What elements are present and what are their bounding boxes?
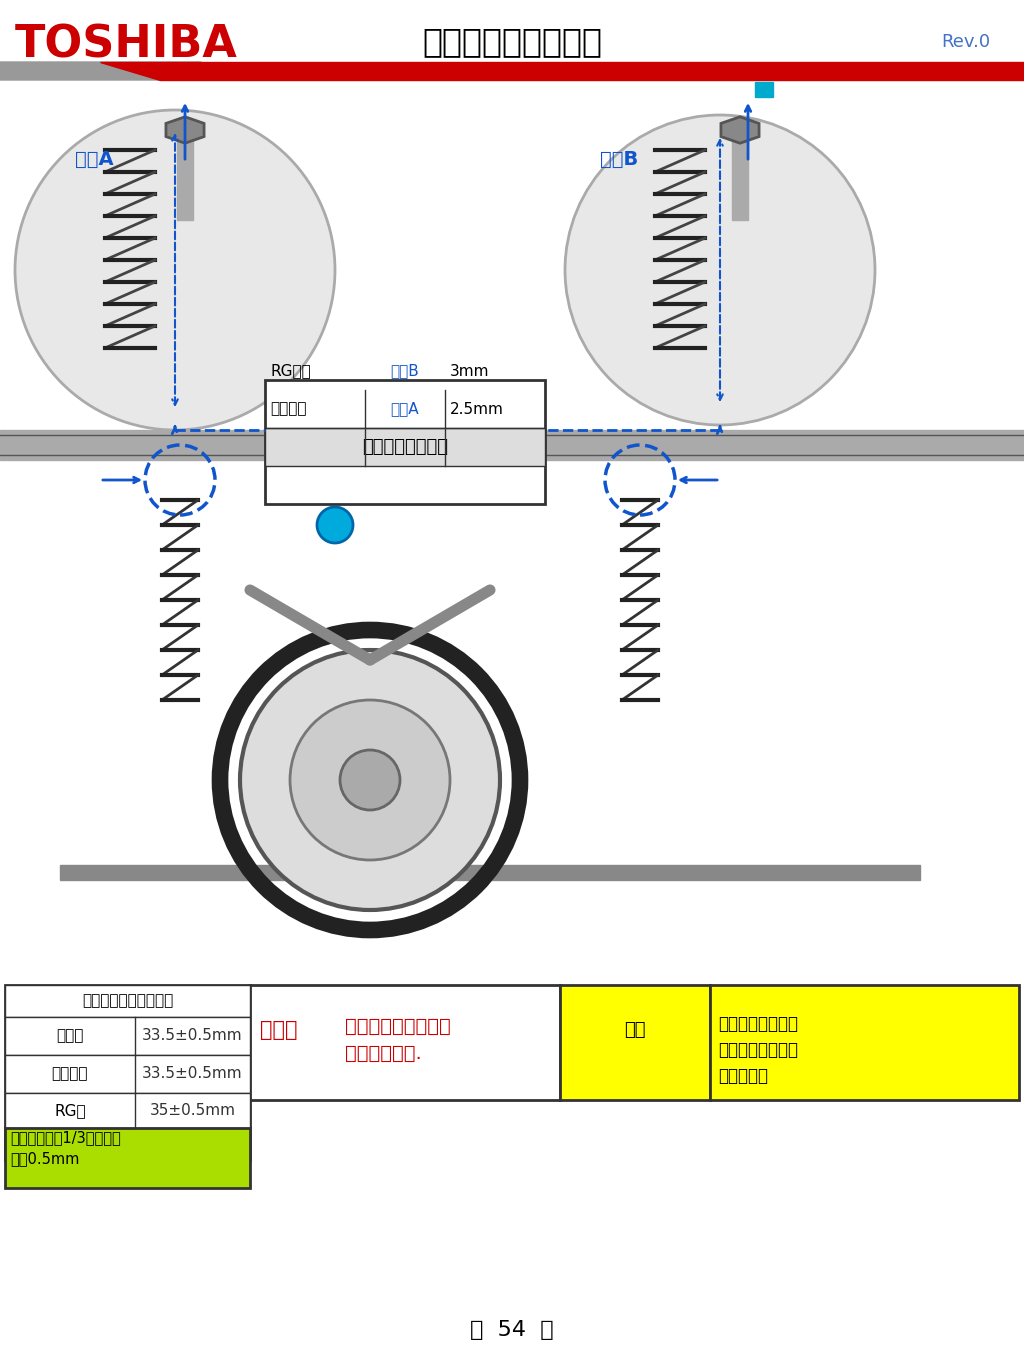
Bar bbox=[560, 985, 710, 1100]
Text: 弹簧螺母旋转1/3圈调整量
约为0.5mm: 弹簧螺母旋转1/3圈调整量 约为0.5mm bbox=[10, 1130, 121, 1167]
Text: 滚轮导靴弹簧调整尺寸: 滚轮导靴弹簧调整尺寸 bbox=[82, 993, 173, 1008]
Text: 间隙A: 间隙A bbox=[391, 402, 419, 417]
Text: 33.5±0.5mm: 33.5±0.5mm bbox=[142, 1029, 243, 1044]
Bar bbox=[177, 135, 193, 220]
Text: 注意！: 注意！ bbox=[260, 1020, 298, 1040]
Text: 【弹簧式滚轮导靴】: 【弹簧式滚轮导靴】 bbox=[422, 26, 602, 59]
Text: 调整时注意安全钳砌
块与导轨间隙.: 调整时注意安全钳砌 块与导轨间隙. bbox=[345, 1018, 451, 1063]
Circle shape bbox=[15, 111, 335, 430]
Text: 35±0.5mm: 35±0.5mm bbox=[150, 1102, 236, 1117]
Text: Rev.0: Rev.0 bbox=[941, 33, 990, 51]
Text: 备注: 备注 bbox=[625, 1020, 646, 1040]
Bar bbox=[710, 985, 1019, 1100]
Polygon shape bbox=[721, 117, 759, 143]
Bar bbox=[5, 1018, 250, 1055]
Circle shape bbox=[290, 699, 450, 861]
Text: 间隙B: 间隙B bbox=[600, 150, 638, 169]
Polygon shape bbox=[166, 117, 204, 143]
Text: 前后方向: 前后方向 bbox=[270, 402, 306, 417]
Text: RG侧: RG侧 bbox=[54, 1102, 86, 1117]
Polygon shape bbox=[100, 61, 1024, 81]
Text: TOSHIBA: TOSHIBA bbox=[15, 23, 238, 67]
Bar bbox=[0, 430, 1024, 460]
Circle shape bbox=[565, 115, 874, 425]
Bar bbox=[5, 985, 250, 1160]
Text: RG方向: RG方向 bbox=[270, 363, 310, 378]
Text: 33.5±0.5mm: 33.5±0.5mm bbox=[142, 1067, 243, 1082]
Text: 厅门侧: 厅门侧 bbox=[56, 1029, 84, 1044]
Bar bbox=[60, 865, 920, 880]
Circle shape bbox=[340, 750, 400, 810]
Text: 3mm: 3mm bbox=[450, 363, 489, 378]
Text: 反厅门侧: 反厅门侧 bbox=[52, 1067, 88, 1082]
Bar bbox=[5, 1093, 250, 1128]
Circle shape bbox=[240, 650, 500, 910]
Bar bbox=[5, 1128, 250, 1188]
Polygon shape bbox=[0, 61, 260, 81]
Bar bbox=[250, 985, 560, 1100]
Bar bbox=[755, 82, 773, 97]
Bar bbox=[732, 135, 748, 220]
Text: 间隙B: 间隙B bbox=[390, 363, 420, 378]
Text: 间隙A: 间隙A bbox=[75, 150, 114, 169]
Text: 2.5mm: 2.5mm bbox=[450, 402, 504, 417]
Text: 螺杆与底板的间隙: 螺杆与底板的间隙 bbox=[362, 438, 449, 456]
Bar bbox=[265, 380, 545, 504]
Text: 弹簧尺寸调整完毕
后并未完成最终的
导靴调整。: 弹簧尺寸调整完毕 后并未完成最终的 导靴调整。 bbox=[718, 1015, 798, 1086]
Circle shape bbox=[317, 507, 353, 544]
Text: 第  54  页: 第 54 页 bbox=[470, 1320, 554, 1340]
Bar bbox=[5, 1055, 250, 1093]
Bar bbox=[5, 985, 250, 1018]
Bar bbox=[265, 428, 545, 466]
